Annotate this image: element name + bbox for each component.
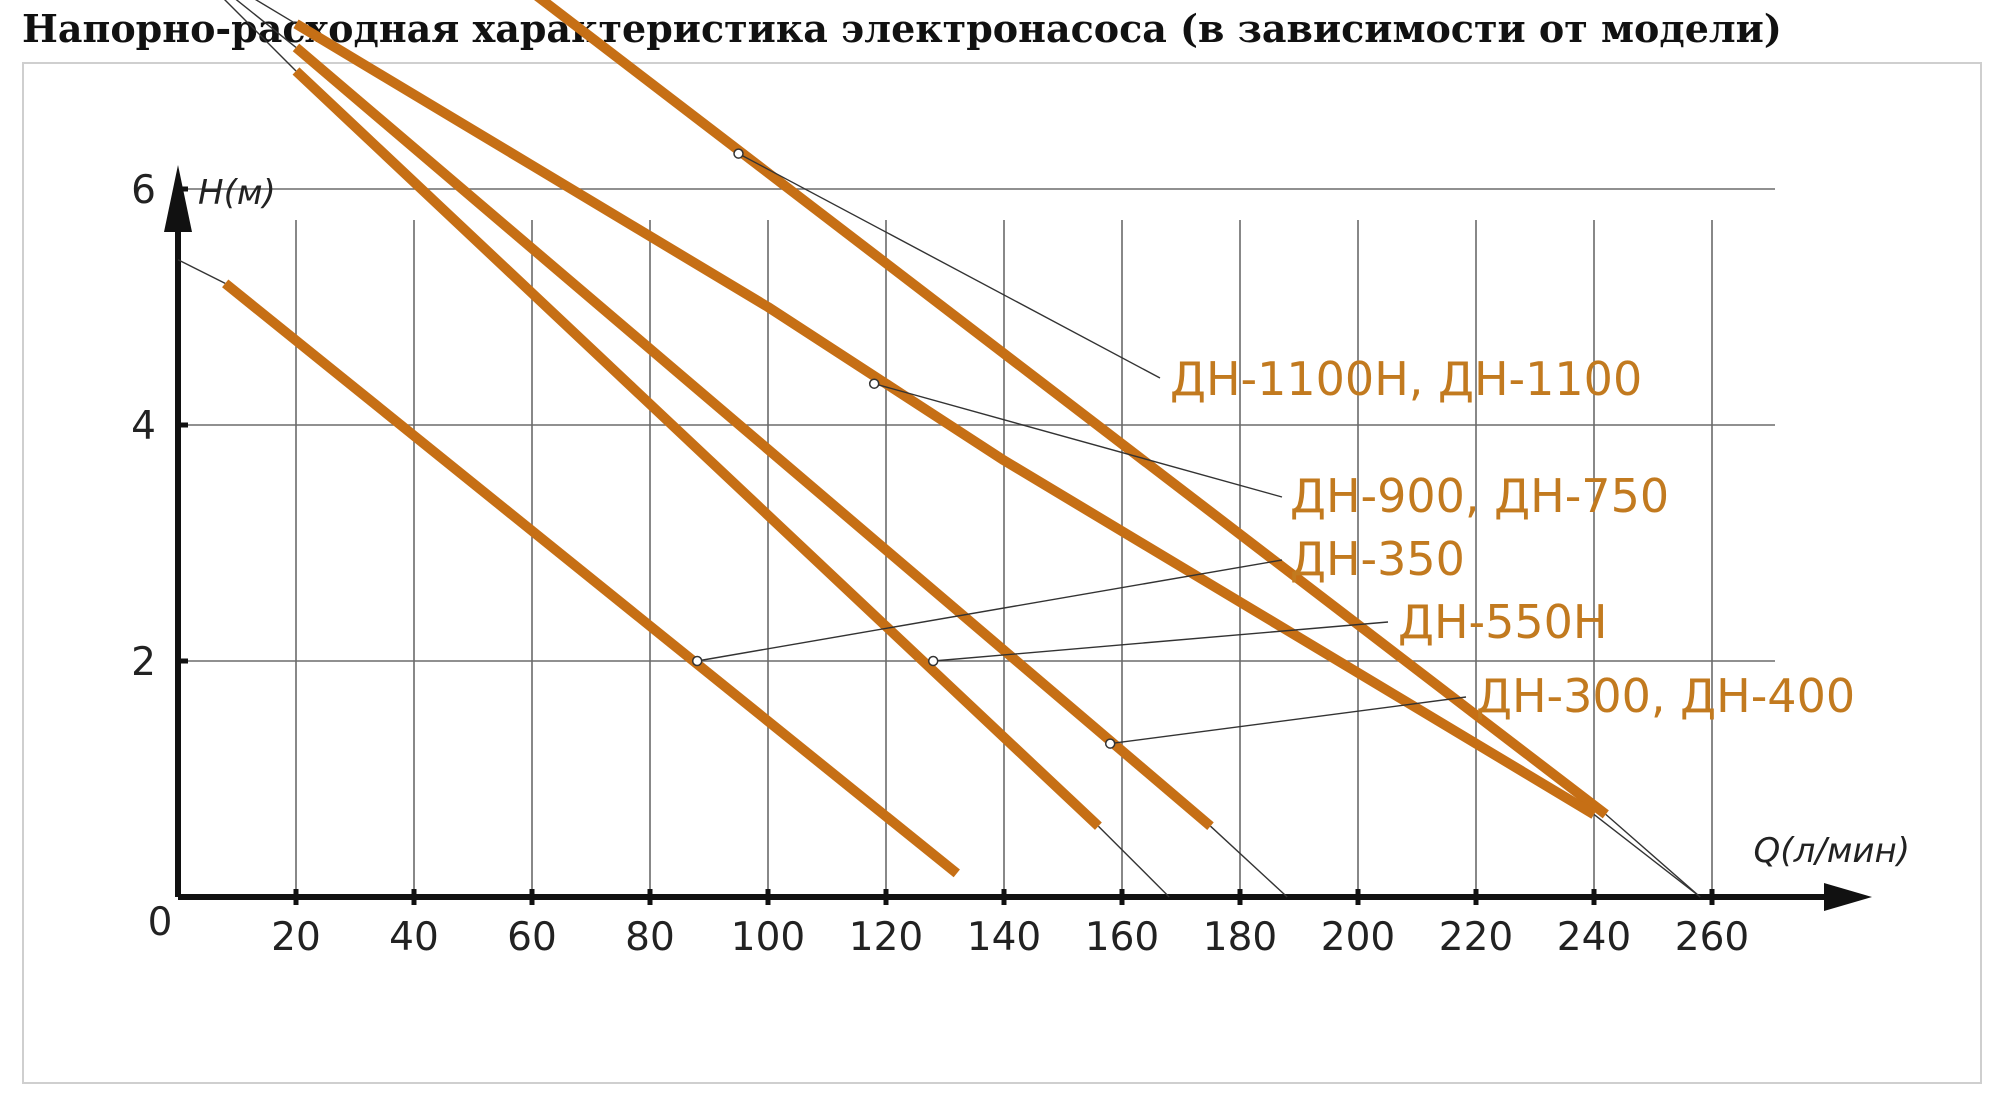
- series-marker: [868, 378, 880, 389]
- guide-lines: [177, 0, 1701, 898]
- labels: ДН-1100Н, ДН-1100 ДН-900, ДН-750 ДН-350 ДН-…: [1170, 352, 1855, 723]
- x-tick-label: 160: [1085, 915, 1159, 960]
- curve-guide-line: [235, 0, 297, 48]
- series-lines: [222, 0, 1609, 878]
- x-tick-label: 200: [1321, 915, 1395, 960]
- page-title: Напорно-расходная характеристика электро…: [22, 6, 1782, 51]
- x-tick-label: 60: [507, 915, 557, 960]
- curve-guide-line: [177, 259, 226, 285]
- series-marker: [927, 655, 939, 667]
- grid: [178, 188, 1775, 897]
- x-tick-label: 20: [271, 915, 321, 960]
- leader-line: [697, 559, 1283, 662]
- axes: 2040608010012014016018020022024026024681…: [131, 165, 1910, 960]
- leader-line: [1110, 696, 1467, 745]
- x-tick-label: 220: [1439, 915, 1513, 960]
- leader-line: [738, 152, 1161, 379]
- x-tick-label: 140: [967, 915, 1041, 960]
- leader-line: [874, 383, 1283, 498]
- y-axis-arrow-icon: [164, 165, 192, 232]
- y-axis-label: H(м): [198, 173, 276, 213]
- leader-lines: [691, 148, 1467, 749]
- series-line: [222, 279, 960, 878]
- x-tick-label: 100: [731, 915, 805, 960]
- x-tick-label: 40: [389, 915, 439, 960]
- y-tick-label: 6: [131, 168, 156, 213]
- x-tick-label: 80: [625, 915, 675, 960]
- series-marker: [691, 655, 703, 667]
- series-label: ДН-350: [1290, 532, 1465, 586]
- curve-guide-line: [1605, 813, 1701, 898]
- leader-line: [933, 621, 1389, 662]
- y-tick-label: 4: [131, 404, 156, 449]
- x-tick-label: 180: [1203, 915, 1277, 960]
- series-marker: [733, 148, 744, 159]
- series-label: ДН-1100Н, ДН-1100: [1170, 352, 1642, 406]
- series-marker: [1104, 738, 1116, 749]
- series-line: [292, 43, 1214, 831]
- x-axis-arrow-icon: [1824, 883, 1872, 911]
- series-label: ДН-550Н: [1398, 595, 1608, 649]
- series-line: [292, 67, 1102, 830]
- x-tick-label: 260: [1675, 915, 1749, 960]
- x-tick-label: 240: [1557, 915, 1631, 960]
- origin-label: 0: [148, 900, 173, 945]
- chart-frame: [22, 62, 1982, 1084]
- curve-guide-line: [1593, 813, 1701, 898]
- curve-guide-line: [1210, 825, 1288, 898]
- curve-guide-line: [224, 0, 297, 72]
- series-label: ДН-300, ДН-400: [1476, 669, 1855, 723]
- y-tick-label: 2: [131, 640, 156, 685]
- series-label: ДН-900, ДН-750: [1290, 469, 1669, 523]
- curve-guide-line: [1097, 825, 1170, 898]
- series-line: [293, 19, 1597, 819]
- x-tick-label: 120: [849, 915, 923, 960]
- x-axis-label: Q(л/мин): [1754, 831, 1910, 871]
- curve-guide-line: [254, 0, 297, 25]
- series-line: [534, 0, 1609, 819]
